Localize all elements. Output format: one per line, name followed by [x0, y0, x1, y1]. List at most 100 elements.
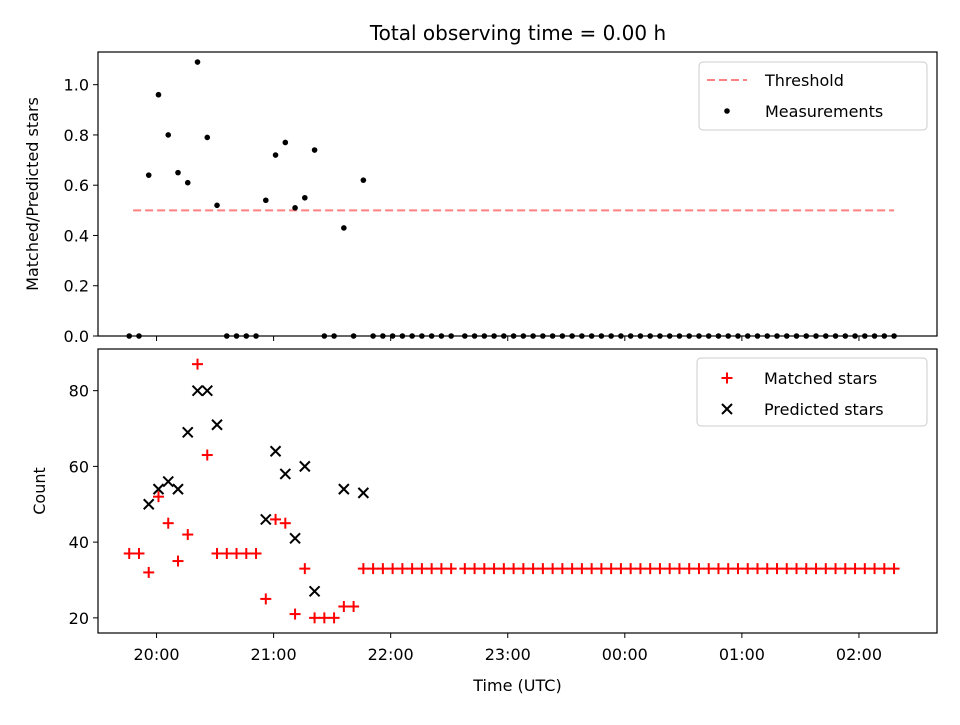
matched-star-point — [849, 563, 861, 575]
measurement-point — [263, 197, 269, 204]
matched-star-point — [162, 517, 174, 529]
matched-star-point — [260, 593, 272, 605]
matched-star-point — [615, 563, 627, 575]
matched-star-point — [309, 612, 321, 624]
legend-threshold-label: Threshold — [764, 71, 844, 90]
predicted-star-point — [269, 445, 282, 457]
predicted-star-point — [260, 513, 272, 526]
matched-star-point — [859, 563, 871, 575]
predicted-star-point — [143, 498, 155, 510]
matched-star-point — [221, 547, 233, 559]
matched-star-point — [478, 563, 490, 575]
chart-title: Total observing time = 0.00 h — [369, 21, 666, 45]
measurement-point — [184, 179, 191, 186]
measurement-point — [360, 177, 367, 183]
matched-star-point — [123, 547, 135, 559]
top-legend: Threshold Measurements — [698, 61, 928, 131]
bottom-y-tick-label: 60 — [69, 457, 89, 476]
matched-star-point — [751, 563, 763, 575]
matched-star-point — [761, 563, 773, 575]
matched-star-point — [869, 563, 881, 575]
matched-star-point — [527, 563, 539, 575]
matched-star-point — [211, 547, 223, 559]
top-y-tick-label: 0.6 — [64, 176, 89, 195]
legend-predicted-swatch — [721, 403, 733, 415]
matched-star-point — [338, 600, 350, 612]
bottom-y-tick-label: 20 — [69, 609, 89, 628]
bottom-x-tick-label: 00:00 — [602, 645, 648, 664]
predicted-star-point — [279, 468, 292, 480]
bottom-y-tick-label: 80 — [69, 382, 89, 401]
top-y-tick-label: 1.0 — [64, 76, 89, 95]
matched-star-point — [133, 547, 145, 559]
measurement-point — [214, 202, 220, 209]
predicted-star-point — [299, 460, 311, 473]
matched-star-point — [289, 608, 301, 620]
matched-star-point — [712, 563, 724, 575]
bottom-y-tick-label: 40 — [69, 533, 89, 552]
top-axes-frame — [97, 51, 938, 337]
matched-star-point — [644, 563, 656, 575]
matched-star-point — [605, 563, 617, 575]
top-panel: 0.0 0.2 0.4 0.6 0.8 1.0 Matched/Predicted sta… — [23, 51, 938, 346]
predicted-star-point — [338, 483, 350, 495]
predicted-star-point — [201, 384, 213, 397]
matched-star-point — [888, 563, 900, 575]
matched-star-point — [488, 563, 500, 575]
matched-star-point — [830, 563, 842, 575]
bottom-x-tick-label: 23:00 — [485, 645, 531, 664]
matched-star-point — [459, 563, 471, 575]
legend-matched-swatch — [721, 372, 733, 384]
measurement-point — [204, 134, 211, 141]
bottom-legend-box — [696, 357, 928, 427]
bottom-x-tick-label: 02:00 — [836, 645, 882, 664]
bottom-x-tick-label: 01:00 — [719, 645, 765, 664]
measurement-point — [272, 152, 279, 158]
matched-star-point — [732, 563, 744, 575]
predicted-star-point — [172, 483, 184, 495]
matched-star-point — [426, 563, 438, 575]
measurement-point — [194, 59, 201, 65]
matched-star-point — [625, 563, 637, 575]
matched-star-point — [547, 563, 559, 575]
top-x-ticks — [156, 336, 860, 341]
predicted-star-point — [211, 419, 223, 431]
top-y-tick-label: 0.4 — [64, 226, 89, 245]
matched-star-point — [839, 563, 851, 575]
legend-predicted-label: Predicted stars — [764, 400, 884, 419]
bottom-plot-marks — [123, 358, 900, 624]
matched-star-point — [878, 563, 890, 575]
bottom-axes-frame — [97, 348, 938, 634]
matched-star-point — [781, 563, 793, 575]
predicted-star-point — [182, 426, 194, 439]
legend-measurements-swatch — [724, 108, 730, 114]
matched-star-point — [469, 563, 481, 575]
predicted-star-point — [191, 384, 204, 397]
matched-star-point — [406, 563, 418, 575]
top-y-tick-label: 0.8 — [64, 126, 89, 145]
matched-star-point — [396, 563, 408, 575]
matched-star-point — [498, 563, 510, 575]
bottom-legend: Matched stars Predicted stars — [696, 357, 928, 427]
matched-star-point — [556, 563, 568, 575]
matched-star-point — [348, 600, 360, 612]
matched-star-point — [654, 563, 666, 575]
matched-star-point — [703, 563, 715, 575]
matched-star-point — [192, 358, 204, 370]
matched-star-point — [791, 563, 803, 575]
predicted-star-point — [152, 483, 165, 495]
x-axis-label: Time (UTC) — [472, 676, 561, 695]
matched-star-point — [416, 563, 428, 575]
measurement-point — [341, 225, 347, 231]
measurement-point — [292, 205, 298, 211]
bottom-y-ticks: 20 40 60 80 — [69, 382, 98, 628]
matched-star-point — [683, 563, 695, 575]
matched-star-point — [231, 547, 243, 559]
matched-star-point — [537, 563, 549, 575]
matched-star-point — [328, 612, 340, 624]
matched-star-point — [634, 563, 646, 575]
matched-star-point — [240, 547, 252, 559]
top-y-tick-label: 0.0 — [64, 327, 89, 346]
